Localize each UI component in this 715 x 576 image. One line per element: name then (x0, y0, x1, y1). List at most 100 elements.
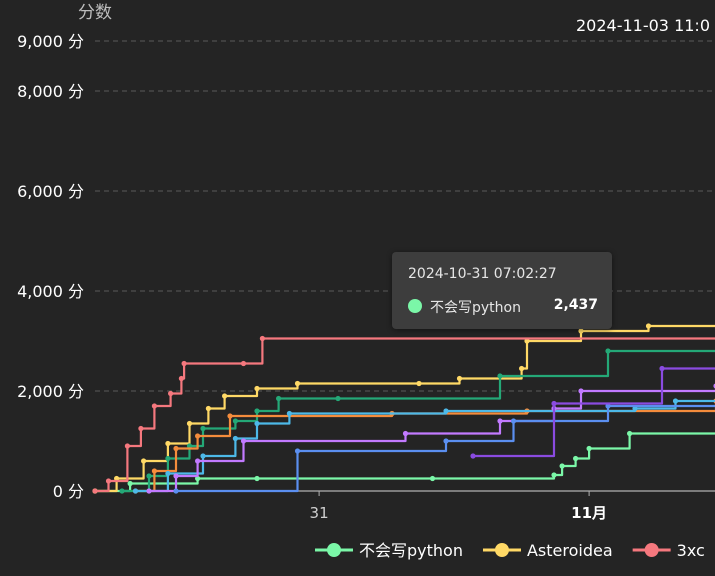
series-point (114, 475, 120, 482)
series-point (573, 455, 579, 462)
series-point (205, 405, 211, 412)
series-point (181, 360, 187, 367)
tooltip-series-dot (408, 299, 422, 313)
series-point (173, 445, 179, 452)
legend-marker (644, 543, 659, 557)
series-point (286, 410, 292, 417)
series-point (497, 418, 503, 424)
series-point (578, 388, 584, 394)
series-point (124, 443, 130, 449)
series-point (524, 338, 530, 344)
series-point (254, 420, 260, 427)
series-point (586, 445, 592, 452)
series-point (416, 380, 422, 387)
series-point (645, 323, 652, 329)
series-point (402, 430, 409, 437)
series-point (92, 488, 98, 494)
series-point (632, 405, 638, 412)
series-point (132, 488, 139, 494)
series-point (294, 448, 301, 454)
series-point (165, 470, 171, 477)
series-point (627, 430, 633, 437)
series-point (165, 455, 171, 462)
x-tick-label: 11月 (571, 504, 607, 522)
series-point (146, 488, 152, 494)
legend-label: Asteroidea (527, 541, 613, 560)
series-point (200, 425, 206, 432)
y-tick-label: 6,000 分 (17, 182, 84, 201)
series-point (165, 440, 171, 447)
legend-marker (494, 543, 509, 557)
series-point (222, 393, 228, 399)
series-point (151, 403, 157, 409)
crosshair-label: 2024-11-03 11:0 (576, 16, 710, 35)
x-tick-label: 31 (310, 504, 329, 522)
series-point (551, 400, 557, 407)
y-tick-label: 0 分 (53, 482, 84, 501)
series-point (168, 390, 174, 397)
tooltip-time: 2024-10-31 07:02:27 (408, 266, 557, 282)
series-point (443, 438, 449, 444)
series-point (456, 375, 463, 382)
series-point (240, 438, 247, 444)
series-point (259, 335, 265, 342)
series-line (122, 349, 715, 493)
series-point (173, 488, 179, 494)
series-point (195, 475, 201, 482)
series-line (95, 337, 715, 493)
series-point (105, 478, 112, 484)
series-point (254, 408, 260, 414)
series-point (232, 418, 238, 424)
series-line (135, 399, 715, 493)
tooltip-value: 2,437 (553, 297, 598, 313)
legend-marker (327, 543, 341, 557)
series-point (659, 365, 665, 372)
series-point (227, 413, 233, 419)
y-tick-label: 2,000 分 (17, 382, 84, 401)
series-point (119, 488, 125, 494)
series-point (141, 458, 147, 464)
series-point (672, 398, 679, 404)
series-point (276, 395, 282, 402)
series-point (232, 435, 238, 442)
series-point (429, 475, 436, 482)
series-point (519, 365, 525, 372)
tooltip-series-name: 不会写python (430, 300, 521, 316)
series-point (146, 473, 152, 479)
series-point (173, 473, 179, 479)
series-point (254, 475, 260, 482)
y-axis-title: 分数 (78, 3, 112, 23)
series-point (127, 480, 133, 487)
series-point (186, 420, 193, 427)
series-point (443, 408, 449, 414)
y-tick-label: 4,000 分 (17, 282, 84, 301)
series-point (605, 403, 611, 409)
series-point (178, 375, 184, 382)
series-line (95, 324, 715, 493)
series-point (151, 468, 157, 474)
series-point (497, 373, 503, 379)
series-point (254, 385, 260, 392)
series-point (240, 360, 247, 367)
y-tick-label: 8,000 分 (17, 82, 84, 101)
series-point (138, 425, 144, 432)
y-tick-label: 9,000 分 (17, 32, 84, 51)
series-line (95, 432, 715, 493)
series-point (551, 472, 557, 478)
series-point (200, 453, 206, 459)
chart-tooltip: 2024-10-31 07:02:27 不会写python 2,437 (392, 252, 612, 329)
series-point (510, 418, 517, 424)
series-point (186, 443, 193, 449)
series-point (294, 380, 301, 387)
series-point (195, 458, 201, 464)
legend-label: 不会写python (359, 541, 463, 560)
legend-label: 3xc (677, 541, 705, 560)
series-point (335, 395, 341, 402)
series-line (473, 367, 715, 458)
series-point (578, 328, 584, 334)
series-point (195, 433, 201, 439)
series-point (605, 348, 611, 354)
series-point (470, 453, 476, 459)
series-point (559, 463, 565, 469)
